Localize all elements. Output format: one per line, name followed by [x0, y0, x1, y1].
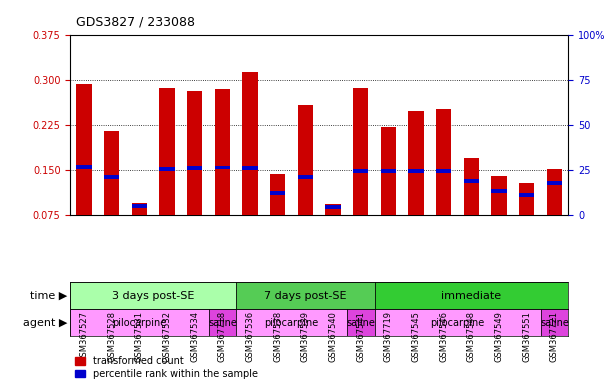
Bar — [409, 169, 423, 173]
Bar — [132, 203, 147, 215]
Bar — [326, 204, 341, 215]
Text: GSM367546: GSM367546 — [439, 311, 448, 362]
Text: GDS3827 / 233088: GDS3827 / 233088 — [76, 16, 196, 29]
Text: GSM367540: GSM367540 — [329, 311, 338, 362]
Bar — [243, 73, 258, 215]
Bar — [243, 166, 258, 170]
Text: GSM367718: GSM367718 — [218, 311, 227, 362]
Bar — [236, 309, 347, 336]
Bar — [491, 189, 507, 193]
Bar — [215, 89, 230, 215]
Bar — [70, 282, 236, 309]
Bar — [541, 309, 568, 336]
Text: GSM367545: GSM367545 — [412, 311, 420, 362]
Bar — [547, 169, 562, 215]
Bar — [381, 169, 396, 173]
Bar — [76, 165, 92, 169]
Bar — [353, 169, 368, 173]
Bar — [375, 282, 568, 309]
Bar — [491, 176, 507, 215]
Bar — [347, 309, 375, 336]
Text: pilocarpine: pilocarpine — [112, 318, 167, 328]
Bar — [326, 205, 341, 209]
Bar — [270, 174, 285, 215]
Bar — [70, 309, 208, 336]
Text: GSM367548: GSM367548 — [467, 311, 476, 362]
Text: GSM367549: GSM367549 — [494, 311, 503, 362]
Bar — [132, 204, 147, 208]
Bar — [187, 166, 202, 170]
Bar — [159, 88, 175, 215]
Text: 3 days post-SE: 3 days post-SE — [112, 291, 194, 301]
Bar — [159, 167, 175, 170]
Legend: transformed count, percentile rank within the sample: transformed count, percentile rank withi… — [75, 356, 258, 379]
Text: GSM367534: GSM367534 — [190, 311, 199, 362]
Text: GSM367719: GSM367719 — [384, 311, 393, 362]
Text: immediate: immediate — [441, 291, 502, 301]
Text: GSM367536: GSM367536 — [246, 311, 255, 362]
Text: GSM367721: GSM367721 — [550, 311, 559, 362]
Bar — [547, 181, 562, 185]
Text: 7 days post-SE: 7 days post-SE — [264, 291, 346, 301]
Bar — [464, 158, 479, 215]
Text: GSM367541: GSM367541 — [356, 311, 365, 362]
Text: GSM367539: GSM367539 — [301, 311, 310, 362]
Text: GSM367532: GSM367532 — [163, 311, 172, 362]
Bar — [409, 111, 423, 215]
Bar — [298, 175, 313, 179]
Bar — [436, 109, 452, 215]
Text: GSM367528: GSM367528 — [108, 311, 116, 362]
Bar — [104, 131, 119, 215]
Bar — [381, 127, 396, 215]
Bar — [270, 191, 285, 195]
Bar — [187, 91, 202, 215]
Text: time ▶: time ▶ — [30, 291, 67, 301]
Bar — [375, 309, 541, 336]
Text: agent ▶: agent ▶ — [23, 318, 67, 328]
Text: GSM367538: GSM367538 — [273, 311, 282, 362]
Bar — [436, 169, 452, 173]
Text: saline: saline — [346, 318, 375, 328]
Text: GSM367551: GSM367551 — [522, 311, 531, 362]
Bar — [104, 175, 119, 179]
Bar — [208, 309, 236, 336]
Text: saline: saline — [540, 318, 569, 328]
Bar — [519, 183, 535, 215]
Bar — [215, 166, 230, 169]
Bar — [76, 84, 92, 215]
Bar — [236, 282, 375, 309]
Bar — [519, 194, 535, 197]
Text: pilocarpine: pilocarpine — [430, 318, 485, 328]
Bar — [464, 179, 479, 182]
Text: saline: saline — [208, 318, 237, 328]
Bar — [298, 105, 313, 215]
Text: GSM367527: GSM367527 — [79, 311, 89, 362]
Text: pilocarpine: pilocarpine — [265, 318, 319, 328]
Bar — [353, 88, 368, 215]
Text: GSM367531: GSM367531 — [135, 311, 144, 362]
